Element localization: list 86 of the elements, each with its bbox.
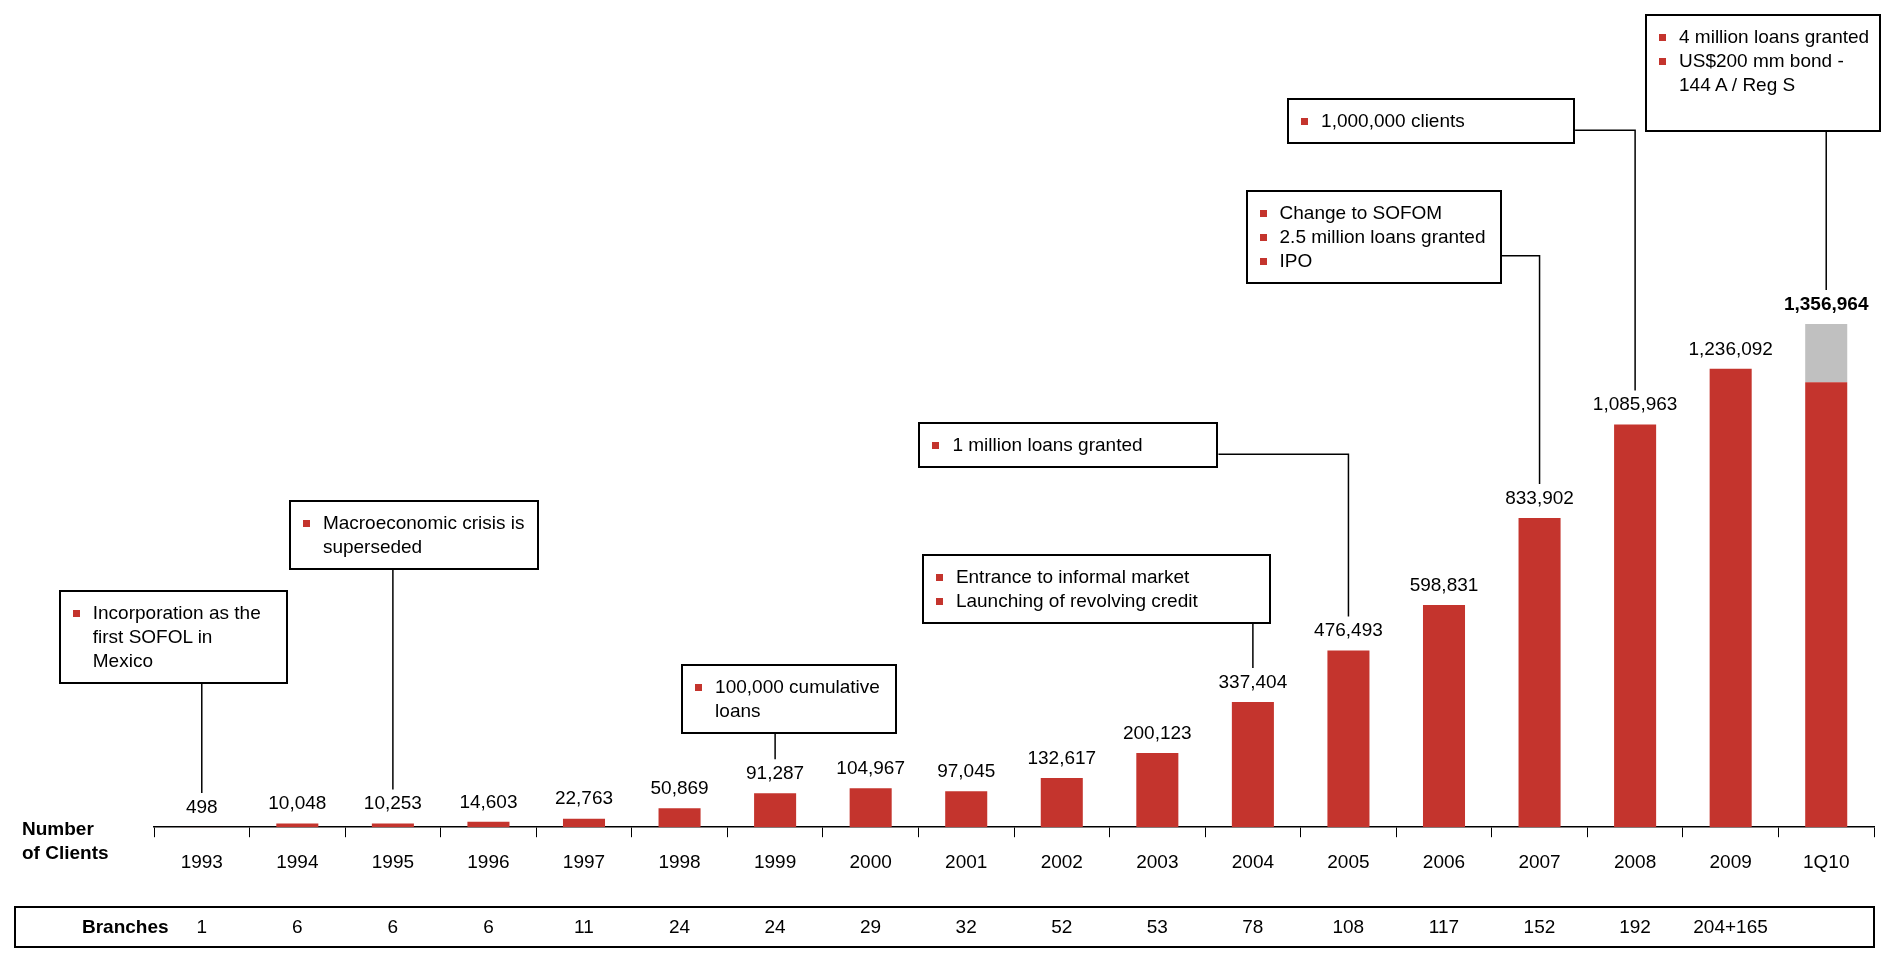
bar (754, 793, 797, 828)
bar (371, 823, 414, 828)
data-label: 476,493 (1314, 619, 1383, 641)
text: 117 (1428, 916, 1460, 937)
data-label: 14,603 (459, 790, 518, 812)
x-tick-label: 2005 (1327, 850, 1370, 872)
x-tick-label: 2008 (1613, 850, 1657, 872)
data-label: 91,287 (746, 762, 805, 784)
text: 1 (196, 916, 208, 937)
annotation: 100,000 cumulative loans (715, 675, 881, 723)
bar (1709, 368, 1752, 828)
x-tick-label: 2004 (1231, 850, 1275, 872)
bar (1327, 650, 1370, 828)
data-label: 498 (185, 795, 218, 817)
x-tick-label: 1993 (180, 850, 223, 872)
data-label: 1,236,092 (1688, 337, 1773, 359)
total-label: 1,356,964 (1783, 292, 1869, 314)
bar (562, 818, 606, 828)
text: 6 (292, 916, 303, 937)
bar (849, 788, 892, 828)
x-tick-label: 1995 (371, 850, 415, 872)
text: 24 (764, 916, 786, 937)
annotation: 1 million loans granted (952, 433, 1143, 457)
bar (276, 823, 319, 828)
x-tick-label: 1994 (276, 850, 319, 872)
text: 78 (1242, 916, 1264, 937)
data-label: 200,123 (1122, 721, 1192, 743)
text: 192 (1619, 916, 1651, 937)
bar (467, 821, 510, 828)
data-label: 10,253 (363, 792, 422, 814)
x-tick-label: 2009 (1709, 850, 1752, 872)
data-label: 1,085,963 (1592, 393, 1678, 415)
text: 152 (1523, 916, 1556, 937)
callout-box: Entrance to informal market Launching of revolving credit (921, 554, 1271, 624)
x-tick-label: 1997 (562, 850, 606, 872)
callout-box: 1 million loans granted (918, 422, 1219, 468)
data-label: 22,763 (554, 787, 614, 809)
text: 29 (860, 916, 882, 937)
x-tick-label: 2002 (1040, 850, 1083, 872)
x-tick-label: 1996 (467, 850, 510, 872)
data-label: 97,045 (937, 759, 996, 781)
text: 24 (668, 916, 691, 937)
x-tick-label: 2007 (1518, 850, 1561, 872)
bar (1040, 778, 1083, 828)
bar (1614, 424, 1657, 828)
bar (945, 791, 988, 828)
data-label: 50,869 (650, 777, 709, 799)
annotation: Macroeconomic crisis is superseded (322, 511, 526, 559)
text: 53 (1146, 916, 1168, 937)
bar (1805, 323, 1848, 383)
data-label: 104,967 (836, 757, 906, 779)
text: 204+165 (1693, 916, 1768, 937)
y-axis-title: Number of Clients (22, 817, 109, 863)
bar (1518, 517, 1561, 828)
x-tick-label: 2006 (1422, 850, 1466, 872)
x-tick-label: 2000 (849, 850, 892, 872)
bar (658, 808, 701, 828)
bar (1805, 382, 1848, 828)
data-label: 10,048 (268, 792, 327, 814)
annotation: Entrance to informal market Launching of revolving credit (955, 565, 1198, 613)
text: 6 (387, 916, 399, 937)
text: 6 (483, 916, 494, 937)
text: Branches (81, 916, 169, 938)
x-tick-label: 2001 (945, 850, 988, 872)
annotation: Incorporation as the first SOFOL in Mexico (92, 601, 262, 673)
text: 11 (574, 916, 594, 937)
data-label: 337,404 (1218, 670, 1288, 692)
x-tick-label: 1Q10 (1802, 850, 1850, 872)
callout-box: 1,000,000 clients (1287, 98, 1576, 144)
bar (1422, 605, 1466, 828)
x-tick-label: 2003 (1136, 850, 1179, 872)
data-label: 132,617 (1027, 746, 1097, 768)
bar (1231, 702, 1274, 828)
bar (1136, 752, 1179, 828)
text: 52 (1051, 916, 1073, 937)
x-tick-label: 1999 (753, 850, 797, 872)
data-label: 598,831 (1409, 573, 1479, 595)
text: 108 (1332, 916, 1365, 937)
callout-box: Change to SOFOM 2.5 million loans granted IPO (1245, 190, 1502, 284)
callout-box: Incorporation as the first SOFOL in Mexico (58, 590, 288, 684)
callout-box: 4 million loans granted US$200 mm bond - 144 A / Reg S (1645, 14, 1881, 132)
x-tick-label: 1998 (658, 850, 701, 872)
data-label: 833,902 (1505, 486, 1574, 508)
callout-box: 100,000 cumulative loans (681, 664, 898, 734)
callout-box: Macroeconomic crisis is superseded (288, 500, 539, 570)
text: 32 (955, 916, 977, 937)
